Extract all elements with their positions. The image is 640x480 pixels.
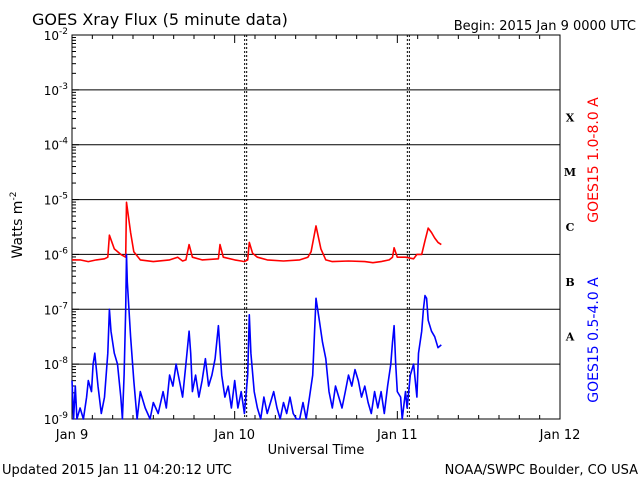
y-tick-base: 10 bbox=[44, 248, 59, 262]
x-axis-label: Universal Time bbox=[268, 443, 365, 458]
y-tick-exponent: -3 bbox=[59, 82, 68, 92]
series-line-goes15-long bbox=[72, 201, 442, 264]
y-tick-exponent: -2 bbox=[59, 27, 68, 37]
y-tick-label: 10-4 bbox=[44, 137, 69, 153]
flare-class-labels: X M C B A bbox=[564, 111, 576, 343]
flare-class-label: X bbox=[566, 111, 575, 124]
credit-label: NOAA/SWPC Boulder, CO USA bbox=[445, 463, 638, 478]
y-tick-label: 10-3 bbox=[44, 82, 68, 98]
x-tick-label: Jan 10 bbox=[213, 428, 255, 443]
legend-goes15-short: GOES15 0.5-4.0 A bbox=[586, 277, 602, 403]
y-tick-label: 10-7 bbox=[44, 301, 68, 317]
flare-class-label: A bbox=[565, 331, 575, 344]
series-group bbox=[71, 201, 442, 420]
flare-class-label: M bbox=[564, 166, 576, 179]
y-tick-base: 10 bbox=[44, 29, 59, 43]
chart-title: GOES Xray Flux (5 minute data) bbox=[32, 10, 288, 29]
updated-label: Updated 2015 Jan 11 04:20:12 UTC bbox=[2, 463, 232, 478]
x-tick-label: Jan 12 bbox=[539, 428, 581, 443]
grid-lines bbox=[72, 35, 560, 419]
y-tick-base: 10 bbox=[44, 194, 59, 208]
y-tick-exponent: -4 bbox=[59, 137, 68, 147]
series-line-goes15-short bbox=[71, 253, 442, 420]
y-tick-exponent: -7 bbox=[59, 301, 68, 311]
y-tick-base: 10 bbox=[44, 139, 59, 153]
y-tick-exponent: -6 bbox=[59, 246, 68, 256]
y-tick-label: 10-8 bbox=[44, 356, 69, 372]
y-axis-label: Watts m-2 bbox=[9, 192, 26, 259]
y-axis-label-text: Watts m bbox=[10, 201, 26, 259]
x-tick-label: Jan 9 bbox=[55, 428, 88, 443]
begin-label: Begin: 2015 Jan 9 0000 UTC bbox=[454, 19, 636, 34]
y-tick-base: 10 bbox=[44, 303, 59, 317]
y-tick-base: 10 bbox=[44, 413, 59, 427]
y-tick-exponent: -8 bbox=[59, 356, 68, 366]
legend-goes15-long: GOES15 1.0-8.0 A bbox=[586, 97, 602, 223]
y-tick-label: 10-2 bbox=[44, 27, 68, 43]
y-tick-exponent: -5 bbox=[59, 192, 68, 202]
x-tick-label: Jan 11 bbox=[376, 428, 418, 443]
y-tick-exponent: -9 bbox=[59, 411, 68, 421]
y-tick-base: 10 bbox=[44, 358, 59, 372]
x-axis: Jan 9 Jan 10 Jan 11 Jan 12 bbox=[55, 35, 581, 443]
y-tick-label: 10-5 bbox=[44, 192, 68, 208]
y-tick-label: 10-9 bbox=[44, 411, 69, 427]
flare-class-label: C bbox=[566, 221, 575, 234]
y-axis-label-exponent: -2 bbox=[9, 192, 19, 201]
y-tick-base: 10 bbox=[44, 84, 59, 98]
flare-class-label: B bbox=[565, 276, 574, 289]
y-tick-label: 10-6 bbox=[44, 246, 69, 262]
